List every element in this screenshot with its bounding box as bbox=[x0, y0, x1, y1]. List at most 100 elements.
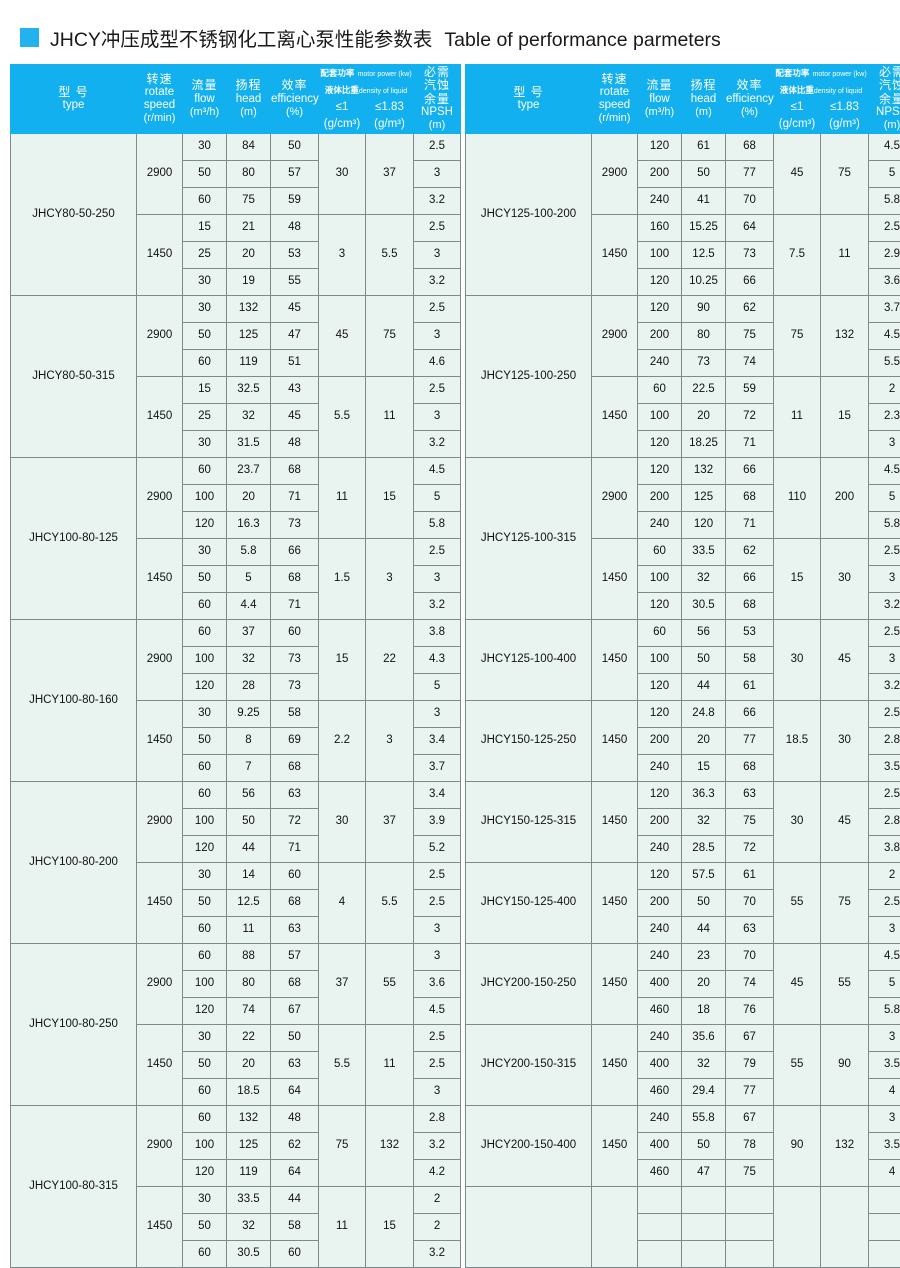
cell-power-d2: 3 bbox=[366, 538, 414, 619]
cell-power-d1: 45 bbox=[319, 295, 366, 376]
cell-flow: 60 bbox=[183, 943, 227, 970]
cell-flow: 60 bbox=[638, 538, 682, 565]
cell-power-d1: 75 bbox=[774, 295, 821, 376]
cell-flow: 120 bbox=[638, 700, 682, 727]
cell-flow: 400 bbox=[638, 1132, 682, 1159]
cell-efficiency: 67 bbox=[726, 1105, 774, 1132]
cell-power-d2: 30 bbox=[821, 700, 869, 781]
cell-efficiency: 75 bbox=[726, 808, 774, 835]
cell-flow: 100 bbox=[638, 403, 682, 430]
cell-npsh: 3 bbox=[414, 160, 461, 187]
cell-npsh: 3 bbox=[414, 241, 461, 268]
cell-npsh: 5.8 bbox=[414, 511, 461, 538]
cell-efficiency: 62 bbox=[271, 1132, 319, 1159]
cell-npsh: 3 bbox=[869, 916, 900, 943]
cell-efficiency: 73 bbox=[271, 511, 319, 538]
cell-speed: 2900 bbox=[592, 133, 638, 214]
cell-power-d1: 18.5 bbox=[774, 700, 821, 781]
cell-head: 22.5 bbox=[682, 376, 726, 403]
cell-efficiency: 64 bbox=[726, 214, 774, 241]
cell-flow: 60 bbox=[638, 376, 682, 403]
cell-efficiency: 45 bbox=[271, 295, 319, 322]
cell-model: JHCY200-150-250 bbox=[466, 943, 592, 1024]
cell-power-d2: 11 bbox=[366, 376, 414, 457]
cell-efficiency: 57 bbox=[271, 943, 319, 970]
cell-speed: 2900 bbox=[592, 457, 638, 538]
cell-npsh: 5.8 bbox=[869, 187, 900, 214]
cell-power-d2: 75 bbox=[366, 295, 414, 376]
cell-flow: 120 bbox=[638, 133, 682, 160]
cell-efficiency: 58 bbox=[271, 1213, 319, 1240]
cell-flow: 60 bbox=[183, 1240, 227, 1267]
col-header-density-2: ≤1.83 bbox=[366, 99, 414, 116]
cell-npsh: 3 bbox=[869, 430, 900, 457]
cell-npsh: 3.5 bbox=[869, 1051, 900, 1078]
cell-head: 57.5 bbox=[682, 862, 726, 889]
cell-power-d1 bbox=[774, 1186, 821, 1267]
cell-model bbox=[466, 1186, 592, 1267]
cell-efficiency: 66 bbox=[726, 457, 774, 484]
cell-flow: 30 bbox=[183, 862, 227, 889]
cell-flow: 100 bbox=[183, 646, 227, 673]
cell-npsh: 2.5 bbox=[869, 700, 900, 727]
cell-head: 84 bbox=[227, 133, 271, 160]
cell-npsh: 4.5 bbox=[414, 457, 461, 484]
cell-npsh: 5 bbox=[869, 970, 900, 997]
cell-flow: 160 bbox=[638, 214, 682, 241]
cell-power-d1: 3 bbox=[319, 214, 366, 295]
cell-head bbox=[682, 1213, 726, 1240]
cell-efficiency: 72 bbox=[726, 835, 774, 862]
cell-speed: 2900 bbox=[137, 943, 183, 1024]
cell-efficiency: 48 bbox=[271, 214, 319, 241]
cell-flow: 460 bbox=[638, 1078, 682, 1105]
cell-npsh: 3 bbox=[414, 700, 461, 727]
cell-flow: 200 bbox=[638, 322, 682, 349]
col-header-density-1-unit: (g/cm³) bbox=[774, 116, 821, 133]
cell-model: JHCY200-150-315 bbox=[466, 1024, 592, 1105]
cell-npsh: 5.2 bbox=[414, 835, 461, 862]
cell-head: 80 bbox=[227, 160, 271, 187]
cell-head: 18 bbox=[682, 997, 726, 1024]
cell-flow: 100 bbox=[183, 970, 227, 997]
cell-power-d1: 45 bbox=[774, 133, 821, 214]
cell-npsh: 5 bbox=[414, 673, 461, 700]
cell-efficiency: 59 bbox=[726, 376, 774, 403]
cell-npsh: 2.5 bbox=[414, 889, 461, 916]
cell-efficiency: 50 bbox=[271, 1024, 319, 1051]
cell-power-d2: 75 bbox=[821, 133, 869, 214]
cell-power-d1: 55 bbox=[774, 1024, 821, 1105]
cell-efficiency: 58 bbox=[271, 700, 319, 727]
cell-flow: 60 bbox=[183, 349, 227, 376]
cell-power-d2: 90 bbox=[821, 1024, 869, 1105]
cell-speed: 2900 bbox=[137, 295, 183, 376]
cell-efficiency: 68 bbox=[726, 133, 774, 160]
cell-efficiency: 63 bbox=[271, 1051, 319, 1078]
cell-efficiency: 61 bbox=[726, 862, 774, 889]
cell-head: 15 bbox=[682, 754, 726, 781]
cell-flow: 400 bbox=[638, 970, 682, 997]
cell-efficiency: 71 bbox=[726, 511, 774, 538]
cell-npsh: 3 bbox=[414, 916, 461, 943]
cell-efficiency: 60 bbox=[271, 1240, 319, 1267]
cell-head: 90 bbox=[682, 295, 726, 322]
cell-flow: 30 bbox=[183, 700, 227, 727]
cell-efficiency: 68 bbox=[726, 592, 774, 619]
cell-head: 55.8 bbox=[682, 1105, 726, 1132]
cell-power-d2: 15 bbox=[821, 376, 869, 457]
cell-flow: 60 bbox=[183, 187, 227, 214]
cell-flow: 60 bbox=[183, 592, 227, 619]
cell-efficiency: 68 bbox=[726, 754, 774, 781]
cell-efficiency: 68 bbox=[726, 484, 774, 511]
cell-power-d2: 132 bbox=[821, 1105, 869, 1186]
cell-head: 21 bbox=[227, 214, 271, 241]
cell-efficiency: 76 bbox=[726, 997, 774, 1024]
cell-npsh: 2.5 bbox=[414, 1024, 461, 1051]
